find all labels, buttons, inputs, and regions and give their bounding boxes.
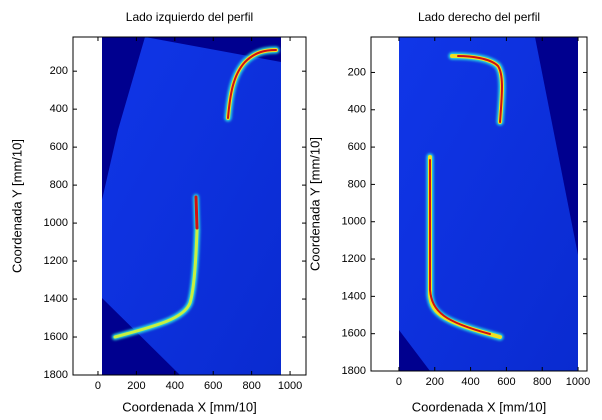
x-tick-label: 400 (166, 380, 184, 392)
y-tick-label: 1600 (342, 328, 366, 340)
y-tick-label: 200 (348, 66, 366, 78)
x-tick-label: 200 (127, 380, 145, 392)
y-tick-label: 800 (348, 178, 366, 190)
x-tick-label: 1000 (566, 376, 590, 388)
y-tick-label: 600 (50, 141, 68, 153)
x-axis-label: Coordenada X [mm/10] (412, 399, 546, 414)
x-tick-label: 800 (242, 380, 260, 392)
x-tick-label: 0 (396, 376, 402, 388)
chart-title: Lado izquierdo del perfil (126, 10, 253, 24)
y-tick-label: 1400 (342, 290, 366, 302)
y-tick-label: 200 (50, 65, 68, 77)
y-tick-label: 1000 (44, 217, 68, 229)
y-tick-label: 1200 (44, 255, 68, 267)
axes-frame (370, 36, 588, 372)
x-tick-label: 400 (461, 376, 479, 388)
x-tick-label: 800 (533, 376, 551, 388)
y-axis-label: Coordenada Y [mm/10] (9, 139, 24, 273)
y-axis-label: Coordenada Y [mm/10] (307, 137, 322, 271)
chart-title: Lado derecho del perfil (418, 10, 540, 24)
y-tick-label: 1800 (44, 369, 68, 381)
heatmap-left (73, 37, 306, 375)
y-tick-label: 1600 (44, 331, 68, 343)
y-tick-label: 800 (50, 179, 68, 191)
x-tick-label: 200 (426, 376, 444, 388)
y-tick-label: 400 (348, 104, 366, 116)
y-tick-label: 1400 (44, 293, 68, 305)
axes-frame (72, 36, 307, 376)
y-tick-label: 1800 (342, 365, 366, 377)
heatmap-right (371, 37, 587, 371)
y-tick-label: 400 (50, 103, 68, 115)
x-tick-label: 600 (497, 376, 515, 388)
x-tick-label: 1000 (278, 380, 302, 392)
y-tick-label: 1000 (342, 216, 366, 228)
x-tick-label: 600 (204, 380, 222, 392)
y-tick-label: 600 (348, 141, 366, 153)
x-tick-label: 0 (95, 380, 101, 392)
y-tick-label: 1200 (342, 253, 366, 265)
x-axis-label: Coordenada X [mm/10] (122, 399, 256, 414)
